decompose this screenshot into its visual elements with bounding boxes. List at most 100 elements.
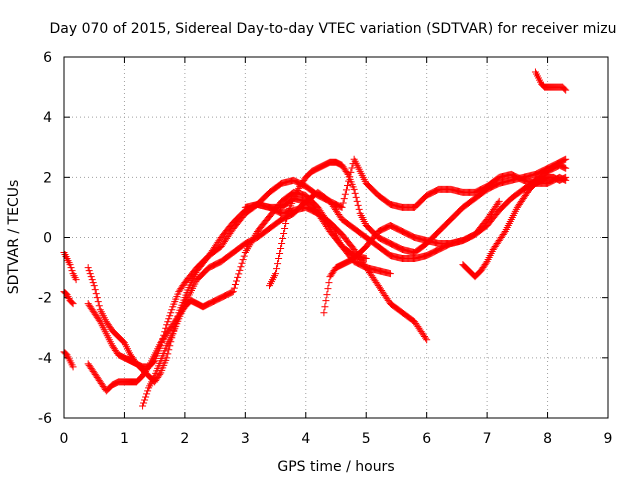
- data-point-marker: [341, 190, 349, 198]
- data-point-marker: [282, 219, 290, 227]
- data-point-marker: [92, 290, 100, 298]
- data-point-marker: [325, 220, 333, 228]
- data-point-marker: [500, 229, 508, 237]
- data-point-marker: [156, 370, 164, 378]
- data-point-marker: [144, 364, 152, 372]
- data-point-marker: [85, 267, 93, 275]
- x-axis-label: GPS time / hours: [277, 459, 394, 475]
- data-point-marker: [235, 270, 243, 278]
- data-point-marker: [280, 229, 288, 237]
- data-point-marker: [165, 346, 173, 354]
- data-point-marker: [69, 300, 77, 308]
- data-point-marker: [355, 205, 363, 213]
- data-point-marker: [281, 224, 289, 232]
- y-tick-label: 6: [43, 50, 52, 66]
- data-point-marker: [140, 399, 148, 407]
- data-point-marker: [276, 250, 284, 258]
- data-point-marker: [495, 197, 503, 205]
- data-point-marker: [344, 182, 352, 190]
- data-point-marker: [142, 393, 150, 401]
- data-point-marker: [386, 270, 394, 278]
- data-point-marker: [94, 298, 102, 306]
- data-point-marker: [91, 286, 99, 294]
- data-point-marker: [66, 261, 74, 269]
- x-tick-label: 8: [543, 431, 552, 447]
- data-point-marker: [283, 214, 291, 222]
- data-point-marker: [229, 288, 237, 296]
- data-point-marker: [230, 284, 238, 292]
- data-point-marker: [562, 164, 570, 172]
- data-point-marker: [322, 297, 330, 305]
- data-point-marker: [561, 85, 569, 93]
- data-point-marker: [339, 199, 347, 207]
- data-point-marker: [168, 306, 176, 314]
- data-point-marker: [362, 255, 370, 263]
- data-points: [60, 68, 570, 410]
- data-point-marker: [95, 316, 103, 324]
- data-point-marker: [233, 277, 241, 285]
- data-point-marker: [338, 203, 346, 211]
- data-point-marker: [494, 199, 502, 207]
- data-point-marker: [561, 174, 569, 182]
- data-point-marker: [273, 265, 281, 273]
- data-point-marker: [67, 264, 75, 272]
- data-point-marker: [236, 266, 244, 274]
- data-point-marker: [347, 168, 355, 176]
- data-point-marker: [561, 164, 569, 172]
- y-tick-label: -4: [38, 351, 52, 367]
- x-tick-label: 2: [180, 431, 189, 447]
- axis-ticks: 0 1 2 3 4 5 6 7 8 9 -6 -4 -2 0 2 4 6: [38, 50, 612, 447]
- data-point-marker: [234, 273, 242, 281]
- data-point-marker: [89, 279, 97, 287]
- data-point-marker: [562, 173, 570, 181]
- data-point-marker: [325, 279, 333, 287]
- data-point-marker: [277, 245, 285, 253]
- data-point-marker: [166, 312, 174, 320]
- data-point-marker: [482, 259, 490, 267]
- data-point-marker: [323, 291, 331, 299]
- data-point-marker: [144, 387, 152, 395]
- x-tick-label: 1: [120, 431, 129, 447]
- data-point-marker: [354, 201, 362, 209]
- data-point-marker: [274, 260, 282, 268]
- y-tick-label: 4: [43, 110, 52, 126]
- data-point-marker: [84, 264, 92, 272]
- data-point-marker: [143, 390, 151, 398]
- data-point-marker: [93, 294, 101, 302]
- data-point-marker: [68, 267, 76, 275]
- x-tick-label: 0: [60, 431, 69, 447]
- y-tick-label: 2: [43, 170, 52, 186]
- data-point-marker: [239, 256, 247, 264]
- data-point-marker: [164, 318, 172, 326]
- y-axis-label: SDTVAR / TECUs: [6, 180, 22, 295]
- data-point-marker: [348, 164, 356, 172]
- data-point-marker: [228, 288, 236, 296]
- data-point-marker: [72, 276, 80, 284]
- data-point-marker: [562, 86, 570, 94]
- data-point-marker: [272, 270, 280, 278]
- data-point-marker: [422, 334, 430, 342]
- data-point-marker: [561, 156, 569, 164]
- data-point-marker: [163, 321, 171, 329]
- y-tick-label: -2: [38, 291, 52, 307]
- data-point-marker: [69, 363, 77, 371]
- data-point-marker: [240, 252, 248, 260]
- data-point-marker: [345, 177, 353, 185]
- data-point-marker: [352, 193, 360, 201]
- data-point-marker: [95, 302, 103, 310]
- data-point-marker: [231, 281, 239, 289]
- data-point-marker: [337, 203, 345, 211]
- data-point-marker: [351, 189, 359, 197]
- data-point-marker: [320, 309, 328, 317]
- data-point-marker: [275, 255, 283, 263]
- data-point-marker: [321, 303, 329, 311]
- data-point-marker: [324, 285, 332, 293]
- data-point-marker: [87, 273, 95, 281]
- x-tick-label: 7: [483, 431, 492, 447]
- plot-frame: [63, 56, 609, 419]
- data-point-marker: [278, 240, 286, 248]
- data-point-marker: [237, 263, 245, 271]
- data-point-marker: [90, 282, 98, 290]
- data-point-marker: [340, 195, 348, 203]
- x-tick-label: 5: [362, 431, 371, 447]
